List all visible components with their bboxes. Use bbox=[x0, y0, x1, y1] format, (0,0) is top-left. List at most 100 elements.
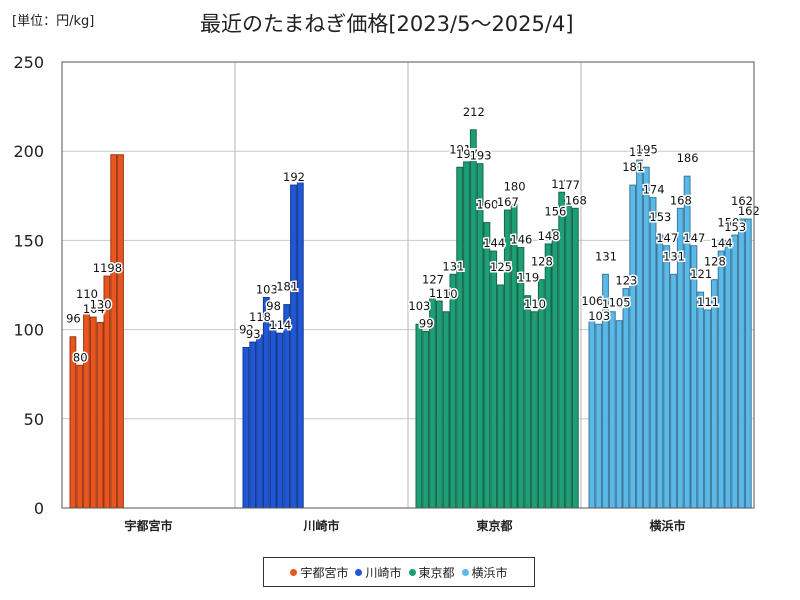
data-label: 93 bbox=[239, 322, 254, 336]
bar bbox=[544, 243, 552, 509]
x-category-label: 川崎市 bbox=[302, 518, 339, 533]
data-label: 174 bbox=[643, 183, 665, 197]
data-label: 125 bbox=[490, 260, 512, 274]
bar bbox=[615, 320, 623, 509]
bar bbox=[629, 184, 637, 509]
data-label: 106 bbox=[581, 294, 603, 308]
bar bbox=[435, 300, 443, 509]
bar bbox=[422, 330, 430, 509]
legend-marker bbox=[355, 568, 363, 576]
bar bbox=[704, 309, 711, 509]
data-label: 130 bbox=[90, 297, 112, 311]
bar bbox=[296, 181, 304, 509]
bar bbox=[608, 311, 616, 509]
bar bbox=[449, 273, 457, 509]
data-label: 186 bbox=[677, 151, 699, 165]
data-label: 160 bbox=[476, 198, 498, 212]
bar bbox=[503, 209, 511, 509]
plot-border bbox=[61, 61, 755, 509]
unit-label: [単位：円/kg] bbox=[12, 14, 95, 29]
data-label: 162 bbox=[738, 204, 760, 218]
data-label: 156 bbox=[544, 205, 566, 219]
legend-marker bbox=[408, 568, 416, 576]
x-category-label: 東京都 bbox=[476, 518, 512, 533]
bar bbox=[588, 318, 596, 509]
y-tick-label: 100 bbox=[13, 321, 44, 340]
bar bbox=[83, 311, 90, 509]
bar bbox=[463, 161, 470, 509]
bar bbox=[710, 279, 718, 509]
data-label: 128 bbox=[704, 255, 726, 269]
data-label: 195 bbox=[636, 142, 658, 156]
legend-item-tokyo: 東京都 bbox=[408, 564, 455, 581]
x-category-label: 宇都宮市 bbox=[124, 518, 172, 533]
data-label: 144 bbox=[483, 236, 505, 250]
bar bbox=[76, 364, 84, 509]
bar bbox=[670, 273, 677, 509]
data-label: 147 bbox=[656, 231, 678, 245]
bar bbox=[738, 218, 745, 509]
data-label: 110 bbox=[524, 297, 546, 311]
bar bbox=[269, 323, 277, 509]
data-label: 146 bbox=[510, 233, 532, 247]
data-label: 192 bbox=[283, 170, 305, 184]
legend-label: 東京都 bbox=[418, 565, 455, 580]
bar bbox=[690, 245, 698, 509]
bar bbox=[442, 311, 450, 509]
bar bbox=[565, 202, 572, 509]
data-label: 103 bbox=[408, 299, 430, 313]
data-label: 212 bbox=[463, 105, 485, 119]
bar bbox=[683, 175, 691, 509]
data-label: 144 bbox=[711, 236, 733, 250]
y-tick-label: 50 bbox=[24, 410, 44, 429]
legend-label: 宇都宮市 bbox=[300, 565, 349, 580]
data-label: 153 bbox=[649, 210, 671, 224]
data-label: 105 bbox=[609, 296, 631, 310]
bar bbox=[656, 234, 664, 509]
data-label: 153 bbox=[724, 220, 746, 234]
data-label: 111 bbox=[697, 295, 719, 309]
legend-marker bbox=[461, 568, 469, 576]
bar bbox=[524, 295, 532, 509]
y-tick-label: 250 bbox=[13, 53, 44, 72]
data-label: 110 bbox=[76, 287, 98, 301]
bar bbox=[636, 159, 643, 509]
data-label: 98 bbox=[266, 299, 281, 313]
data-label: 131 bbox=[663, 249, 685, 263]
bar bbox=[551, 229, 559, 509]
data-label: 99 bbox=[419, 316, 434, 330]
data-label: 147 bbox=[683, 231, 705, 245]
bar bbox=[483, 222, 491, 509]
legend-item-kawasaki: 川崎市 bbox=[355, 564, 402, 581]
data-label: 131 bbox=[595, 249, 617, 263]
data-label: 103 bbox=[256, 282, 278, 296]
bar bbox=[663, 245, 671, 509]
data-label: 123 bbox=[615, 274, 637, 288]
bar bbox=[96, 321, 104, 509]
bar bbox=[537, 279, 545, 509]
bar bbox=[262, 296, 270, 509]
data-label: 177 bbox=[551, 177, 573, 191]
data-label: 193 bbox=[470, 149, 492, 163]
data-label: 150 bbox=[717, 215, 739, 229]
data-label: 128 bbox=[531, 255, 553, 269]
bar bbox=[249, 341, 257, 509]
data-label: 181 bbox=[276, 280, 298, 294]
bar bbox=[110, 154, 118, 509]
data-label: 93 bbox=[246, 327, 261, 341]
data-label: 162 bbox=[731, 194, 753, 208]
data-label: 1198 bbox=[93, 261, 122, 275]
data-label: 121 bbox=[690, 267, 712, 281]
data-label: 191 bbox=[449, 142, 471, 156]
legend-label: 横浜市 bbox=[471, 565, 508, 580]
bar bbox=[117, 154, 124, 509]
bar bbox=[256, 334, 263, 509]
data-label: 148 bbox=[538, 229, 560, 243]
data-label: 110 bbox=[436, 287, 458, 301]
data-label: 96 bbox=[66, 312, 81, 326]
bar bbox=[476, 163, 484, 509]
legend-item-yokohama: 横浜市 bbox=[461, 564, 508, 581]
y-tick-label: 200 bbox=[13, 142, 44, 161]
bar bbox=[456, 166, 464, 509]
